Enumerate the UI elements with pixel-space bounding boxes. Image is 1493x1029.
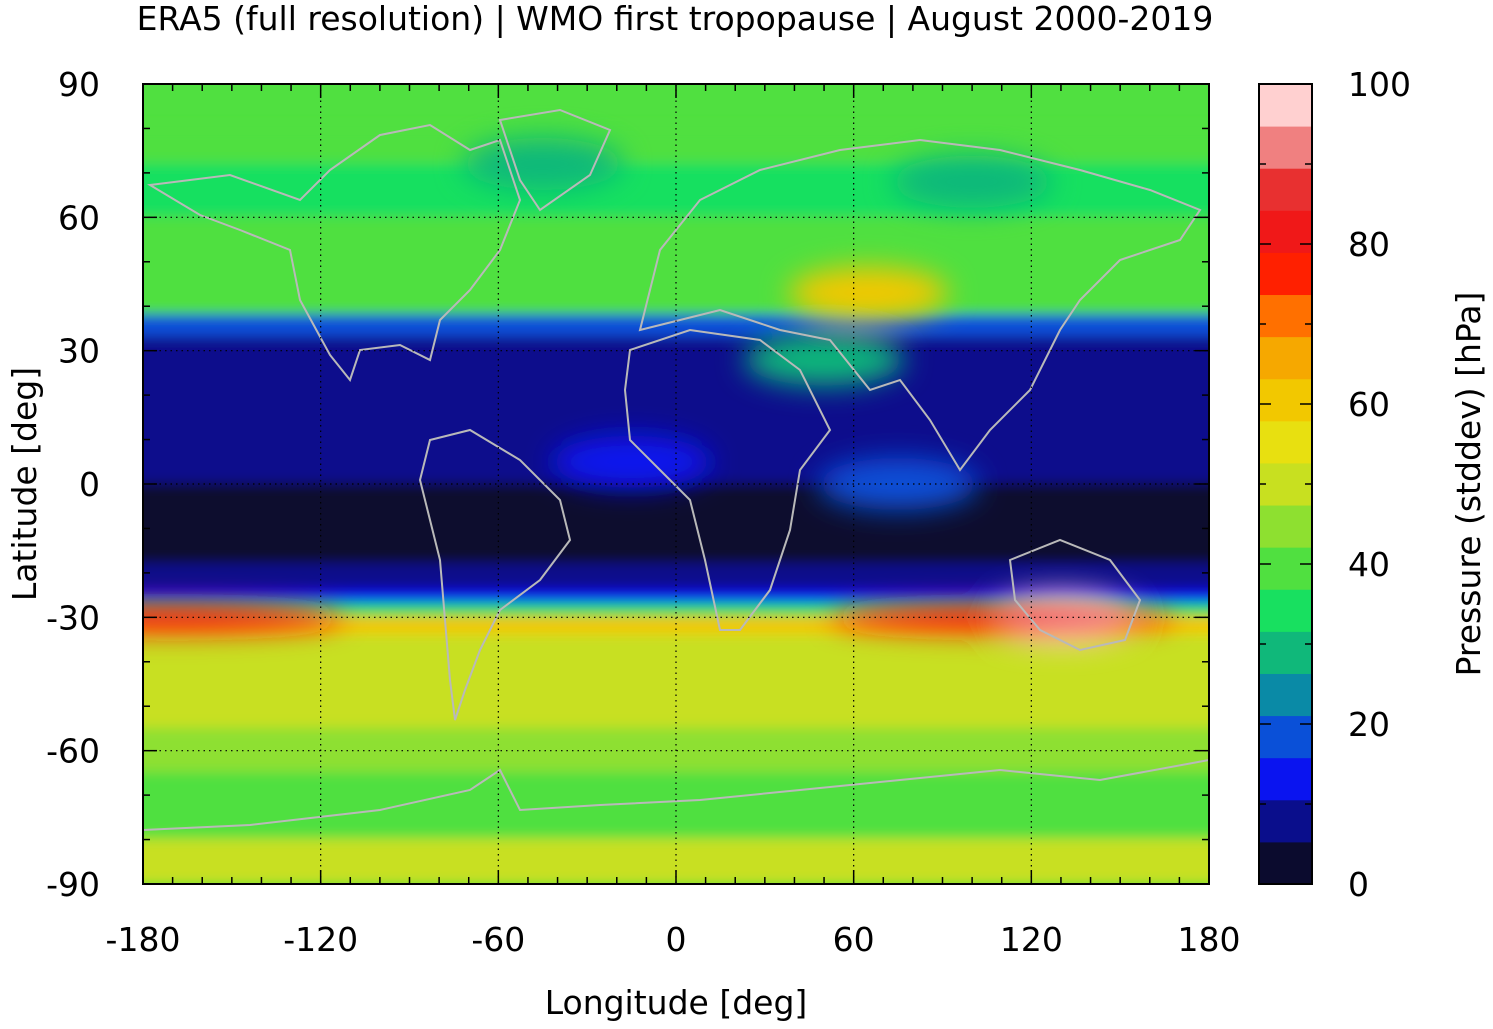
colorbar-segment xyxy=(1259,547,1312,590)
coastline-south-america xyxy=(418,428,572,721)
zonal-band xyxy=(143,563,1209,592)
x-axis-ticks: -180 -120 -60 0 60 120 180 xyxy=(106,84,1241,959)
y-tick-label: 60 xyxy=(58,198,100,237)
colorbar-tick-label: 0 xyxy=(1348,865,1369,904)
grid xyxy=(143,84,1209,884)
colorbar-segment xyxy=(1259,757,1312,801)
field-features xyxy=(143,138,1172,644)
coastlines xyxy=(143,108,1209,831)
feature-indian-ocean-equatorial-high xyxy=(818,458,979,510)
x-axis-label: Longitude [deg] xyxy=(545,983,808,1022)
zonal-band xyxy=(143,336,1209,388)
chart-title: ERA5 (full resolution) | WMO first tropo… xyxy=(137,0,1214,38)
feature-atlantic-equatorial-high xyxy=(551,435,712,488)
zonal-band xyxy=(143,127,1209,165)
colorbar-segment xyxy=(1259,841,1312,885)
y-tick-label: 0 xyxy=(79,465,100,504)
coastline-australia xyxy=(1008,538,1142,652)
y-axis-ticks: 90 60 30 0 -30 -60 -90 xyxy=(46,65,1209,904)
feature-north-atlantic-low xyxy=(462,138,623,190)
colorbar-segment xyxy=(1259,210,1312,253)
colorbar-tick-label: 20 xyxy=(1348,705,1390,744)
colorbar-tick-label: 60 xyxy=(1348,385,1390,424)
colorbar-label: Pressure (stddev) [hPa] xyxy=(1449,292,1488,677)
x-tick-label: 0 xyxy=(666,920,687,959)
y-tick-label: -30 xyxy=(46,598,100,637)
x-tick-label: -60 xyxy=(471,920,525,959)
coastline-africa xyxy=(623,328,832,631)
zonal-band xyxy=(143,260,1209,290)
colorbar-segment xyxy=(1259,715,1312,759)
zonal-bands xyxy=(143,127,1209,884)
colorbar-segment xyxy=(1259,168,1312,211)
colorbar-tick-label: 40 xyxy=(1348,545,1390,584)
x-tick-label: 120 xyxy=(1000,920,1063,959)
colorbar xyxy=(1259,84,1312,885)
colorbar-segment xyxy=(1259,252,1312,296)
x-tick-label: 60 xyxy=(833,920,875,959)
colorbar-segment xyxy=(1259,126,1312,169)
feature-asian-jet-maximum xyxy=(788,266,949,319)
colorbar-segment xyxy=(1259,294,1312,338)
coastline-north-america xyxy=(147,123,522,383)
colorbar-segment xyxy=(1259,336,1312,380)
colorbar-tick-label: 100 xyxy=(1348,65,1411,104)
colorbar-ticks: 0 20 40 60 80 100 xyxy=(1259,65,1411,904)
feature-siberia-low xyxy=(892,155,1053,208)
coastline-eurasia xyxy=(638,138,1202,472)
y-tick-label: -90 xyxy=(46,865,100,904)
colorbar-segment xyxy=(1259,84,1312,127)
coastline-antarctica xyxy=(143,759,1209,831)
y-tick-label: 30 xyxy=(58,332,100,371)
x-tick-label: -180 xyxy=(106,920,181,959)
colorbar-segment xyxy=(1259,799,1312,843)
feature-arabian-peninsula-high xyxy=(744,333,905,386)
colorbar-segment xyxy=(1259,673,1312,717)
x-tick-label: 180 xyxy=(1178,920,1241,959)
y-axis-label: Latitude [deg] xyxy=(5,367,44,601)
zonal-band xyxy=(143,771,1209,841)
colorbar-tick-label: 80 xyxy=(1348,225,1390,264)
colorbar-segment xyxy=(1259,505,1312,548)
colorbar-segment xyxy=(1259,462,1312,506)
coastline-greenland xyxy=(498,108,612,212)
x-tick-label: -120 xyxy=(283,920,358,959)
y-tick-label: 90 xyxy=(58,65,100,104)
zonal-band xyxy=(143,163,1209,219)
colorbar-segment xyxy=(1259,378,1312,422)
colorbar-segment xyxy=(1259,420,1312,464)
zonal-band xyxy=(143,589,1209,605)
zonal-band xyxy=(143,287,1209,317)
colorbar-segment xyxy=(1259,589,1312,632)
colorbar-segment xyxy=(1259,631,1312,674)
y-tick-label: -60 xyxy=(46,732,100,771)
